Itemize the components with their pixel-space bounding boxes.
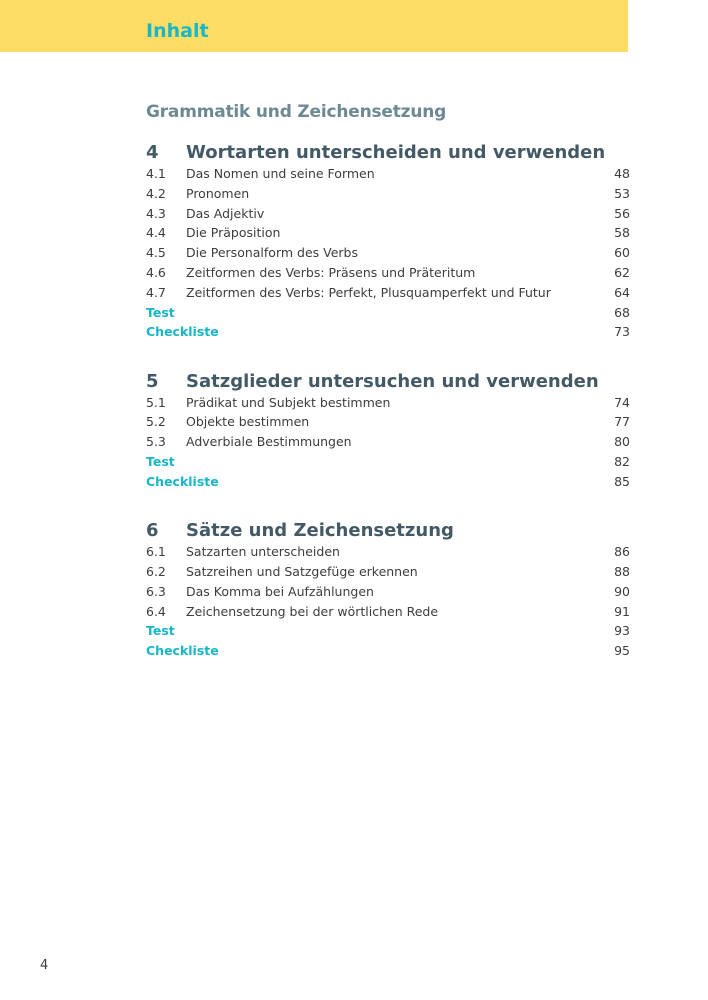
entry-number: 4.3 bbox=[146, 205, 166, 221]
toc-entry[interactable]: 5.3 Adverbiale Bestimmungen 80 bbox=[146, 432, 630, 452]
entry-title: Zeitformen des Verbs: Präsens und Präter… bbox=[186, 264, 476, 280]
entry-title: Die Präposition bbox=[186, 225, 281, 241]
chapter-heading[interactable]: 4 Wortarten unterscheiden und verwenden bbox=[146, 142, 630, 164]
chapter-4: 4 Wortarten unterscheiden und verwenden 4.… bbox=[146, 142, 630, 342]
entry-title: Das Adjektiv bbox=[186, 205, 265, 221]
entry-number: 4.6 bbox=[146, 264, 166, 280]
chapter-title: Sätze und Zeichensetzung bbox=[186, 520, 454, 542]
entry-page: 68 bbox=[614, 304, 630, 320]
toc-entry-test[interactable]: Test 68 bbox=[146, 303, 630, 323]
section-title: Grammatik und Zeichensetzung bbox=[146, 102, 447, 122]
toc-entry-checkliste[interactable]: Checkliste 73 bbox=[146, 322, 630, 342]
entry-title: Zeitformen des Verbs: Perfekt, Plusquamp… bbox=[186, 284, 551, 300]
entry-page: 90 bbox=[614, 583, 630, 599]
entry-label: Checkliste bbox=[146, 324, 219, 340]
entry-page: 80 bbox=[614, 434, 630, 450]
entry-page: 58 bbox=[614, 225, 630, 241]
entry-number: 4.7 bbox=[146, 284, 166, 300]
chapter-number: 4 bbox=[146, 142, 159, 163]
toc-entry[interactable]: 4.3 Das Adjektiv 56 bbox=[146, 204, 630, 224]
entry-label: Test bbox=[146, 454, 175, 470]
entry-page: 82 bbox=[614, 454, 630, 470]
toc-entry[interactable]: 4.5 Die Personalform des Verbs 60 bbox=[146, 243, 630, 263]
chapter-number: 5 bbox=[146, 370, 159, 392]
entry-page: 95 bbox=[614, 643, 630, 659]
entry-number: 6.3 bbox=[146, 583, 166, 599]
entry-title: Pronomen bbox=[186, 185, 250, 201]
entry-page: 53 bbox=[614, 185, 630, 201]
entry-page: 88 bbox=[614, 563, 630, 579]
entry-label: Test bbox=[146, 623, 175, 639]
toc-entry[interactable]: 4.2 Pronomen 53 bbox=[146, 184, 630, 204]
entry-page: 56 bbox=[614, 205, 630, 221]
entry-number: 6.1 bbox=[146, 544, 166, 560]
page-number: 4 bbox=[40, 958, 49, 973]
toc-entry-checkliste[interactable]: Checkliste 95 bbox=[146, 641, 630, 661]
table-of-contents: 4 Wortarten unterscheiden und verwenden 4.… bbox=[146, 142, 630, 689]
entry-page: 77 bbox=[614, 414, 630, 430]
toc-entry-test[interactable]: Test 82 bbox=[146, 452, 630, 472]
entry-title: Satzreihen und Satzgefüge erkennen bbox=[186, 563, 418, 579]
entry-number: 5.1 bbox=[146, 394, 166, 410]
toc-entry[interactable]: 6.1 Satzarten unterscheiden 86 bbox=[146, 542, 630, 562]
entry-page: 85 bbox=[614, 473, 630, 489]
entry-page: 93 bbox=[614, 623, 630, 639]
toc-entry-checkliste[interactable]: Checkliste 85 bbox=[146, 472, 630, 492]
toc-entry[interactable]: 6.3 Das Komma bei Aufzählungen 90 bbox=[146, 582, 630, 602]
chapter-6: 6 Sätze und Zeichensetzung 6.1 Satzarten un… bbox=[146, 520, 630, 661]
entry-page: 86 bbox=[614, 544, 630, 560]
entry-title: Adverbiale Bestimmungen bbox=[186, 434, 352, 450]
entry-label: Checkliste bbox=[146, 643, 219, 659]
entry-page: 64 bbox=[614, 284, 630, 300]
toc-entry[interactable]: 4.4 Die Präposition 58 bbox=[146, 223, 630, 243]
entry-number: 4.2 bbox=[146, 185, 166, 201]
chapter-heading[interactable]: 6 Sätze und Zeichensetzung bbox=[146, 520, 630, 542]
entry-title: Satzarten unterscheiden bbox=[186, 544, 340, 560]
entry-label: Test bbox=[146, 304, 175, 320]
chapter-number: 6 bbox=[146, 520, 159, 542]
entry-number: 4.1 bbox=[146, 166, 166, 181]
entry-number: 6.4 bbox=[146, 603, 166, 619]
toc-entry[interactable]: 4.6 Zeitformen des Verbs: Präsens und Prä… bbox=[146, 263, 630, 283]
entry-number: 5.2 bbox=[146, 414, 166, 430]
toc-entry[interactable]: 4.1 Das Nomen und seine Formen 48 bbox=[146, 164, 630, 184]
chapter-title: Wortarten unterscheiden und verwenden bbox=[186, 142, 606, 163]
entry-title: Objekte bestimmen bbox=[186, 414, 310, 430]
toc-entry[interactable]: 4.7 Zeitformen des Verbs: Perfekt, Plusqu… bbox=[146, 283, 630, 303]
entry-page: 73 bbox=[614, 324, 630, 340]
toc-entry[interactable]: 5.1 Prädikat und Subjekt bestimmen 74 bbox=[146, 393, 630, 413]
entry-page: 62 bbox=[614, 264, 630, 280]
chapter-heading[interactable]: 5 Satzglieder untersuchen und verwenden bbox=[146, 371, 630, 393]
page-title: Inhalt bbox=[146, 20, 209, 42]
entry-page: 91 bbox=[614, 603, 630, 619]
entry-page: 60 bbox=[614, 245, 630, 261]
entry-number: 4.4 bbox=[146, 225, 166, 241]
entry-label: Checkliste bbox=[146, 473, 219, 489]
chapter-title: Satzglieder untersuchen und verwenden bbox=[186, 370, 599, 392]
entry-number: 5.3 bbox=[146, 434, 166, 450]
entry-number: 6.2 bbox=[146, 563, 166, 579]
entry-page: 74 bbox=[614, 394, 630, 410]
entry-title: Prädikat und Subjekt bestimmen bbox=[186, 394, 391, 410]
entry-title: Zeichensetzung bei der wörtlichen Rede bbox=[186, 603, 439, 619]
chapter-5: 5 Satzglieder untersuchen und verwenden 5.… bbox=[146, 371, 630, 492]
toc-entry-test[interactable]: Test 93 bbox=[146, 621, 630, 641]
entry-title: Das Nomen und seine Formen bbox=[186, 166, 375, 181]
entry-title: Die Personalform des Verbs bbox=[186, 245, 358, 261]
entry-page: 48 bbox=[614, 166, 630, 181]
toc-entry[interactable]: 6.2 Satzreihen und Satzgefüge erkennen 88 bbox=[146, 562, 630, 582]
toc-entry[interactable]: 6.4 Zeichensetzung bei der wörtlichen Red… bbox=[146, 602, 630, 622]
toc-entry[interactable]: 5.2 Objekte bestimmen 77 bbox=[146, 412, 630, 432]
entry-title: Das Komma bei Aufzählungen bbox=[186, 583, 374, 599]
header-band: Inhalt bbox=[0, 0, 628, 52]
entry-number: 4.5 bbox=[146, 245, 166, 261]
